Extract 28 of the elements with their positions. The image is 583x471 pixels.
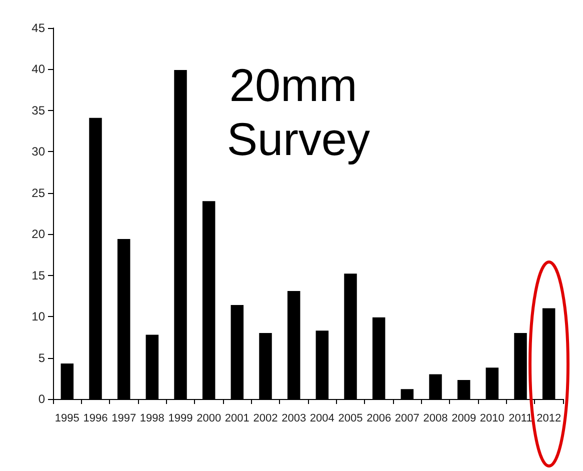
y-tick-label: 35 [32, 103, 46, 118]
y-tick-label: 45 [32, 21, 46, 35]
x-tick-label: 2012 [536, 412, 562, 424]
x-tick-label: 2003 [282, 412, 306, 424]
y-tick-label: 30 [32, 144, 46, 159]
x-tick-label: 2006 [366, 412, 392, 424]
x-tick-label: 2010 [480, 412, 504, 424]
x-tick-label: 2005 [338, 412, 363, 424]
x-tick-label: 1995 [54, 412, 80, 424]
y-tick-label: 20 [32, 227, 46, 242]
x-tick-label: 1996 [83, 412, 108, 424]
y-tick-label: 15 [32, 268, 46, 282]
x-tick-label: 2000 [196, 412, 222, 424]
y-tick-label: 10 [32, 310, 46, 324]
x-tick-label: 2008 [423, 412, 448, 424]
x-tick-label: 2009 [452, 412, 476, 424]
y-tick-label: 5 [38, 350, 46, 365]
x-tick-label: 1999 [168, 412, 193, 424]
y-tick-label: 25 [32, 186, 46, 200]
y-tick-label: 0 [38, 392, 46, 406]
x-tick-label: 1997 [112, 412, 136, 424]
x-tick-label: 2007 [394, 412, 420, 424]
x-tick-label: 1998 [140, 412, 164, 424]
y-tick-label: 40 [32, 62, 46, 76]
x-tick-label: 2001 [224, 412, 250, 424]
x-tick-label: 2002 [253, 412, 278, 424]
x-tick-label: 2004 [310, 412, 334, 424]
text: 20mm Survey [226, 59, 370, 165]
